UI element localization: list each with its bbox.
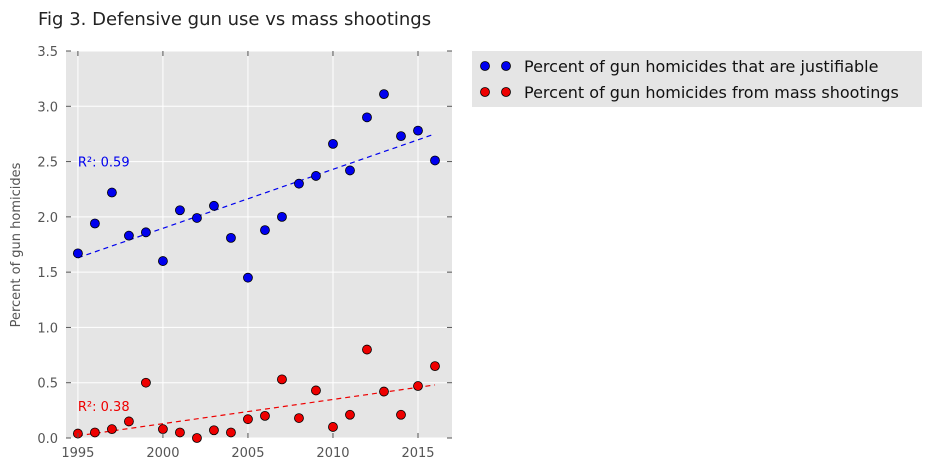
- data-point-series-1: [311, 171, 321, 181]
- data-point-series-1: [277, 211, 287, 222]
- legend-marker-2: [480, 87, 490, 97]
- data-point-series-1: [328, 138, 338, 149]
- data-point-series-2: [226, 427, 236, 438]
- y-tick-label: 3.0: [37, 100, 58, 115]
- annotations: R²: 0.59 R²: 0.38: [78, 156, 130, 415]
- legend-marker-1: [480, 61, 490, 71]
- data-point-series-2: [243, 414, 253, 425]
- legend-marker-2: [501, 87, 511, 97]
- data-point-series-1: [158, 256, 168, 266]
- data-point-series-1: [260, 225, 270, 236]
- r-squared-label-2: R²: 0.38: [78, 400, 130, 415]
- data-point-series-1: [430, 155, 440, 166]
- y-tick-label: 2.5: [37, 156, 58, 171]
- r-squared-label-1: R²: 0.59: [78, 156, 130, 171]
- legend-marker-1: [501, 61, 511, 71]
- data-point-series-2: [107, 424, 117, 435]
- data-point-series-1: [413, 125, 423, 136]
- legend-box: [472, 51, 922, 107]
- data-point-series-1: [107, 187, 117, 198]
- trend-lines: [77, 133, 436, 437]
- data-point-series-2: [294, 413, 304, 423]
- y-tick-label: 3.5: [37, 45, 58, 60]
- x-tick-label: 2015: [401, 446, 434, 461]
- data-point-series-2: [311, 385, 321, 396]
- data-point-series-1: [379, 89, 389, 100]
- data-point-series-1: [396, 131, 406, 142]
- data-point-series-2: [413, 381, 423, 391]
- data-point-series-2: [124, 416, 134, 427]
- data-point-series-1: [175, 205, 185, 216]
- x-tick-label: 1995: [61, 446, 94, 461]
- data-point-series-1: [141, 227, 151, 238]
- legend-label-1: Percent of gun homicides that are justif…: [524, 57, 878, 76]
- y-tick-label: 1.0: [37, 321, 58, 336]
- data-point-series-1: [124, 230, 134, 241]
- tick-marks: [66, 50, 452, 439]
- data-point-series-2: [90, 427, 100, 438]
- x-tick-label: 2005: [231, 446, 264, 461]
- plot-area: [66, 51, 452, 438]
- data-point-series-2: [328, 422, 338, 432]
- data-point-series-2: [345, 409, 355, 420]
- data-point-series-1: [345, 165, 355, 176]
- data-point-series-1: [90, 218, 100, 229]
- y-tick-label: 0.5: [37, 377, 58, 392]
- data-point-series-2: [141, 377, 151, 388]
- data-point-series-2: [277, 374, 287, 385]
- data-point-series-1: [362, 112, 372, 123]
- y-tick-label: 2.0: [37, 211, 58, 226]
- data-point-series-2: [260, 410, 270, 421]
- x-tick-label: 2010: [316, 446, 349, 461]
- y-tick-labels: 0.0 0.5 1.0 1.5 2.0 2.5 3.0 3.5: [37, 45, 58, 447]
- y-axis-label: Percent of gun homicides: [9, 162, 24, 327]
- y-tick-label: 0.0: [37, 432, 58, 447]
- data-point-series-2: [175, 427, 185, 438]
- x-tick-labels: 1995 2000 2005 2010 2015: [61, 446, 434, 461]
- data-point-series-1: [209, 200, 219, 211]
- gridlines: [66, 50, 452, 439]
- data-point-series-2: [209, 425, 219, 436]
- legend: Percent of gun homicides that are justif…: [472, 51, 922, 107]
- data-point-series-1: [192, 213, 202, 223]
- legend-label-2: Percent of gun homicides from mass shoot…: [524, 83, 899, 102]
- data-point-series-2: [158, 424, 168, 435]
- data-point-series-2: [362, 344, 372, 355]
- data-point-series-2: [192, 433, 202, 443]
- data-point-series-1: [73, 248, 83, 259]
- data-point-series-1: [294, 178, 304, 189]
- data-point-series-2: [430, 361, 440, 372]
- y-tick-label: 1.5: [37, 266, 58, 281]
- trend-line-2: [77, 384, 436, 437]
- data-point-series-1: [226, 232, 236, 243]
- chart-title: Fig 3. Defensive gun use vs mass shootin…: [38, 9, 431, 30]
- data-point-series-2: [379, 386, 389, 397]
- data-points: [73, 89, 440, 443]
- x-tick-label: 2000: [146, 446, 179, 461]
- data-point-series-1: [243, 272, 253, 283]
- data-point-series-2: [396, 409, 406, 420]
